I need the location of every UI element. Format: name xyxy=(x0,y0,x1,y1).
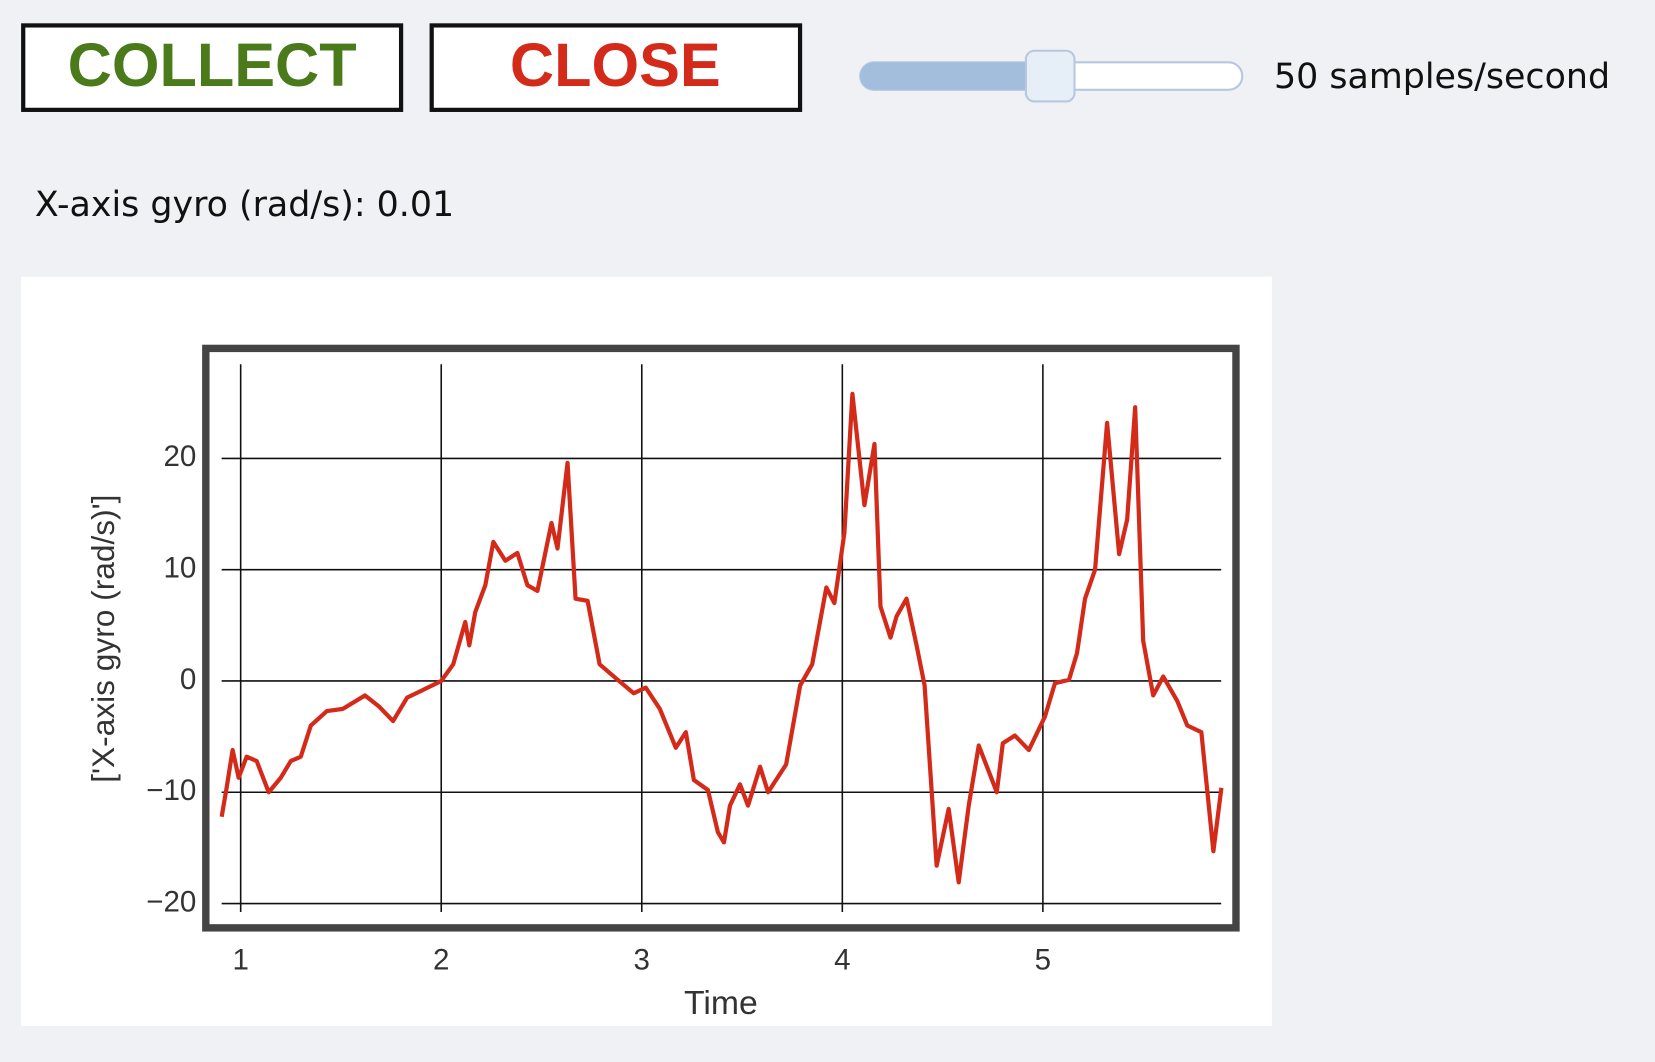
chart-panel xyxy=(21,276,1272,1027)
y-axis-title: ['X-axis gyro (rad/s)'] xyxy=(85,495,121,783)
rate-slider[interactable] xyxy=(859,49,1244,103)
plot-frame xyxy=(202,344,1240,932)
x-tick-label: 5 xyxy=(1035,943,1051,976)
gyro-reading: X-axis gyro (rad/s): 0.01 xyxy=(35,185,454,225)
x-tick-label: 2 xyxy=(433,943,449,976)
button-frame xyxy=(21,23,404,112)
collect-button[interactable]: COLLECT xyxy=(21,23,404,112)
data-line xyxy=(219,391,1224,885)
x-tick-label: 4 xyxy=(834,943,850,976)
chart: −20 −10 0 10 20 1 2 3 4 5 xyxy=(146,364,1224,976)
button-label: CLOSE xyxy=(510,31,721,99)
y-tick-label: 20 xyxy=(163,440,196,473)
y-tick-label: −20 xyxy=(146,885,196,918)
button-frame xyxy=(429,23,803,112)
slider-thumb[interactable] xyxy=(1024,49,1076,103)
y-tick-label: −10 xyxy=(146,774,196,807)
x-tick-label: 3 xyxy=(634,943,650,976)
button-label: COLLECT xyxy=(68,31,357,99)
y-tick-label: 0 xyxy=(180,663,196,696)
slider-fill xyxy=(860,62,1051,90)
x-tick-label: 1 xyxy=(232,943,248,976)
close-button[interactable]: CLOSE xyxy=(429,23,803,112)
slider-label: 50 samples/second xyxy=(1274,57,1610,97)
x-axis-title: Time xyxy=(684,984,758,1022)
y-tick-label: 10 xyxy=(163,552,196,585)
